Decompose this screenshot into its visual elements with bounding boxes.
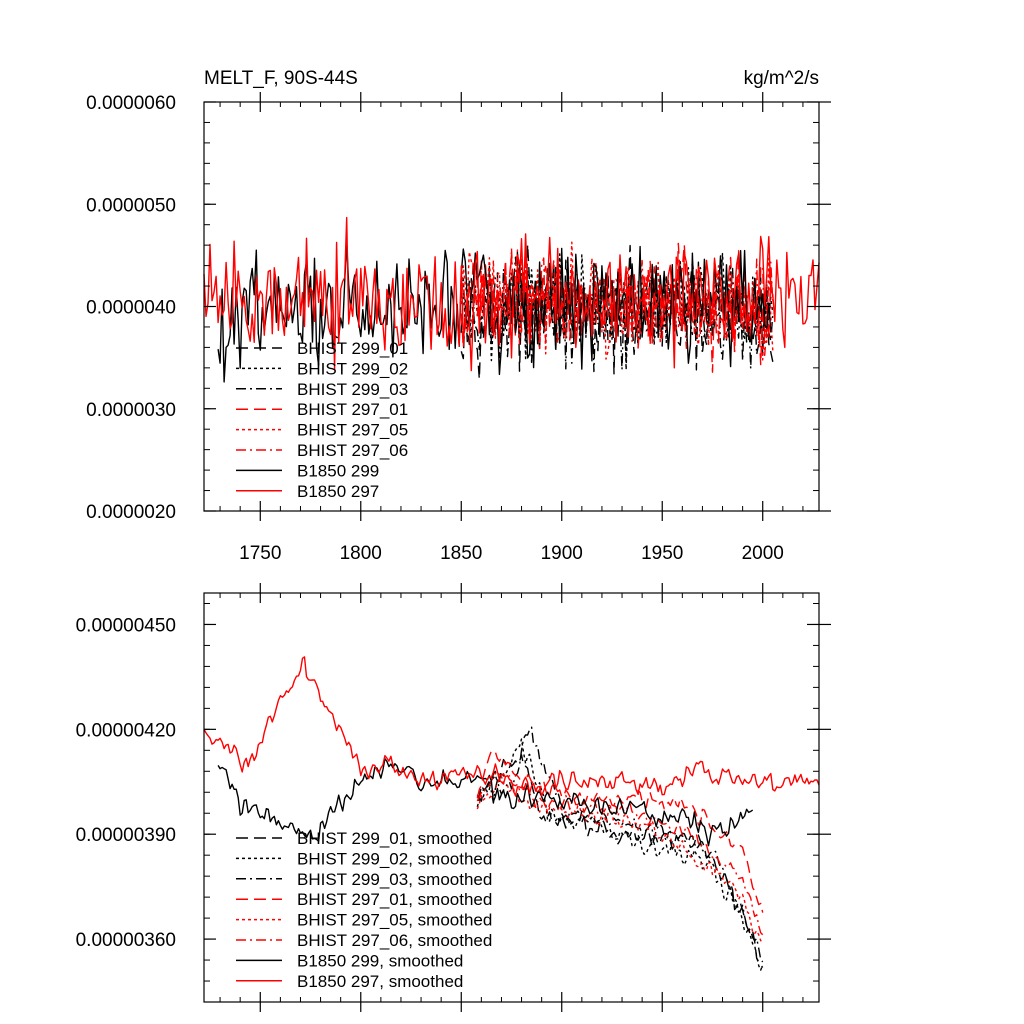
- series-layer: [203, 216, 820, 383]
- legend-label: BHIST 297_01: [297, 400, 408, 419]
- legend-label: BHIST 299_02: [297, 359, 408, 378]
- y-tick-label: 0.0000050: [86, 195, 176, 216]
- x-tick-label: 2000: [742, 543, 784, 564]
- legend-label: BHIST 299_02, smoothed: [297, 849, 492, 868]
- legend-label: BHIST 297_06, smoothed: [297, 931, 492, 950]
- top-panel: MELT_F, 90S-44S kg/m^2/s BHIST 299_01BHI…: [86, 68, 831, 564]
- plot-frame: [203, 592, 820, 1003]
- series-line-7: [203, 216, 820, 372]
- x-tick-label: 1900: [541, 543, 583, 564]
- x-tick-label: 1750: [239, 543, 281, 564]
- series-line-7: [203, 656, 820, 797]
- legend-label: BHIST 299_03, smoothed: [297, 870, 492, 889]
- legend-label: BHIST 297_01, smoothed: [297, 890, 492, 909]
- chart-units: kg/m^2/s: [744, 68, 819, 89]
- axes: 0.00000360 0.00000390 0.00000420 0.00000450: [76, 583, 831, 1012]
- legend-label: BHIST 297_05, smoothed: [297, 911, 492, 930]
- y-tick-label: 0.00000420: [76, 720, 176, 741]
- legend-label: B1850 299: [297, 461, 379, 480]
- series-line-5: [476, 770, 764, 936]
- chart-title: MELT_F, 90S-44S: [204, 68, 358, 89]
- series-layer: [203, 656, 820, 971]
- legend-label: BHIST 299_01, smoothed: [297, 829, 492, 848]
- legend-label: BHIST 297_06: [297, 441, 408, 460]
- legend-label: B1850 299, smoothed: [297, 951, 463, 970]
- y-tick-label: 0.00000360: [76, 930, 176, 951]
- axes: 1750 1800 1850 1900 1950 2000 0.0000020 0.00000…: [86, 92, 831, 564]
- y-tick-label: 0.0000030: [86, 400, 176, 421]
- legend-label: B1850 297, smoothed: [297, 972, 463, 991]
- x-tick-label: 1800: [340, 543, 382, 564]
- legend-label: BHIST 299_03: [297, 380, 408, 399]
- y-tick-label: 0.00000390: [76, 825, 176, 846]
- legend-label: B1850 297: [297, 482, 379, 501]
- y-tick-label: 0.0000020: [86, 502, 176, 523]
- series-line-4: [476, 776, 764, 943]
- x-tick-label: 1850: [440, 543, 482, 564]
- x-tick-label: 1950: [641, 543, 683, 564]
- legend-label: BHIST 299_01: [297, 339, 408, 358]
- series-line-2: [476, 726, 764, 963]
- y-tick-label: 0.00000450: [76, 615, 176, 636]
- y-tick-label: 0.0000060: [86, 93, 176, 114]
- series-line-6: [217, 758, 754, 847]
- y-tick-label: 0.0000040: [86, 298, 176, 319]
- series-line-0: [476, 754, 764, 968]
- legend-label: BHIST 297_05: [297, 421, 408, 440]
